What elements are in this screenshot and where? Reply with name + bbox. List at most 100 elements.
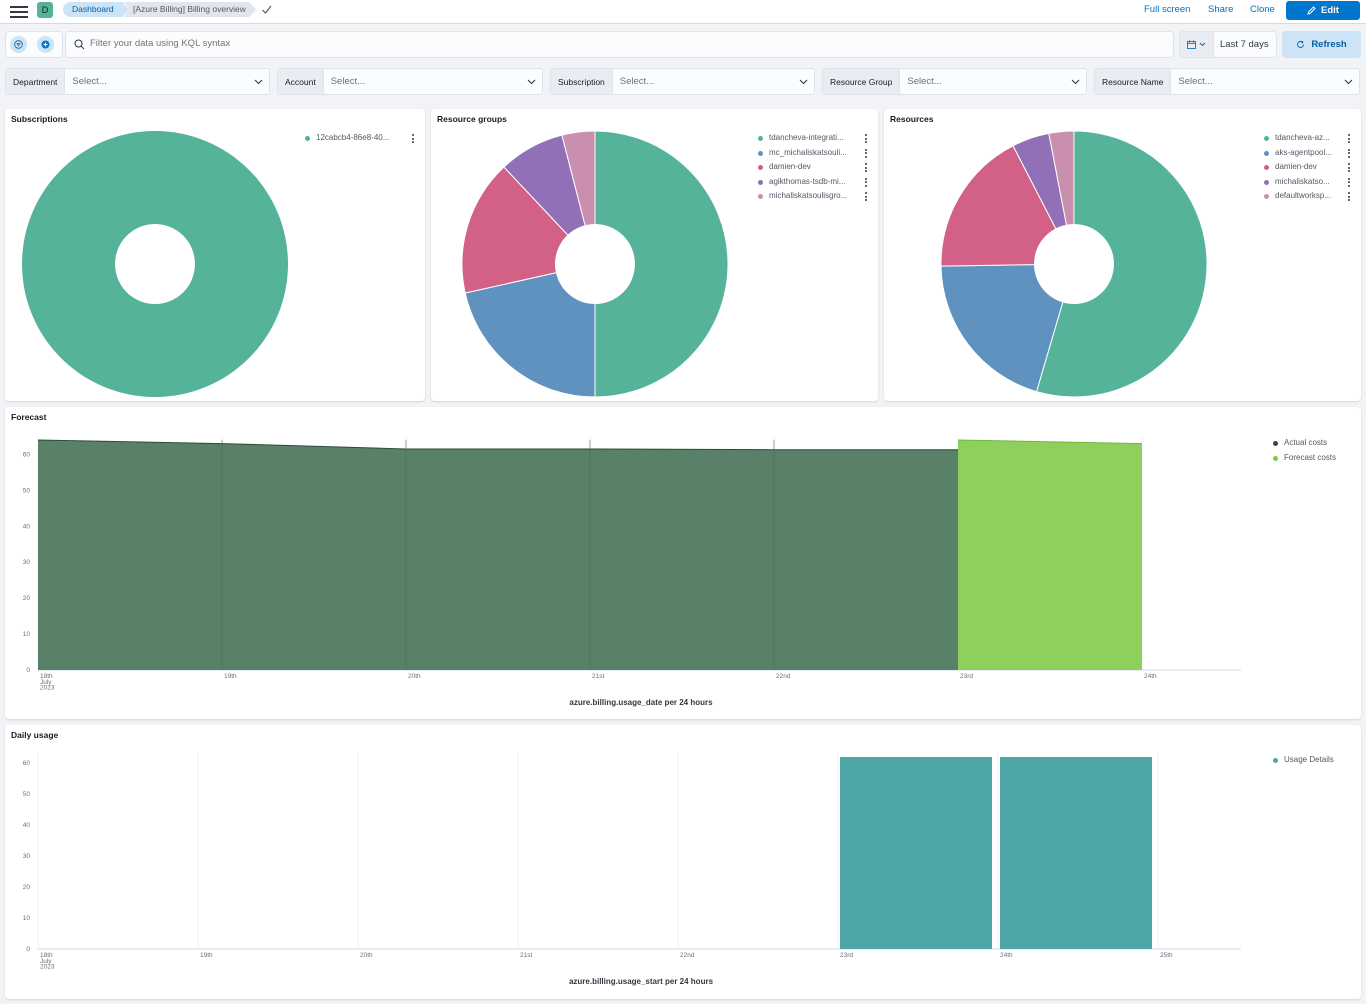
- legend-menu-icon[interactable]: [1347, 192, 1351, 201]
- legend-item[interactable]: tdancheva-az...: [1264, 131, 1350, 146]
- pie-slice: [940, 263, 1075, 393]
- edit-button[interactable]: Edit: [1286, 1, 1360, 20]
- legend-dot: [1264, 136, 1269, 141]
- checkmark-icon: [262, 5, 272, 14]
- legend-menu-icon[interactable]: [1347, 177, 1351, 187]
- legend-item[interactable]: michaliskatso...: [1264, 175, 1350, 190]
- refresh-button-label: Refresh: [1311, 39, 1347, 50]
- legend-dot: [758, 165, 763, 170]
- legend-menu-icon[interactable]: [411, 134, 415, 143]
- legend-dot: [1264, 165, 1269, 170]
- y-tick-label: 20: [23, 884, 31, 891]
- legend-label: michaliskatso...: [1275, 176, 1330, 186]
- breadcrumb-current-dashboard: [Azure Billing] Billing overview: [124, 2, 256, 17]
- legend-menu-icon[interactable]: [864, 177, 868, 187]
- legend-menu-icon[interactable]: [864, 163, 868, 172]
- x-tick-label: 21st: [520, 952, 532, 959]
- filter-icon: [14, 40, 23, 49]
- control-label: Account: [278, 69, 324, 94]
- legend-item[interactable]: Forecast costs: [1273, 451, 1336, 466]
- legend-dot: [1264, 150, 1269, 156]
- refresh-button[interactable]: Refresh: [1282, 31, 1361, 58]
- x-tick-label: 20th: [408, 673, 421, 680]
- legend-item[interactable]: Actual costs: [1273, 436, 1336, 451]
- x-tick-label: 23rd: [840, 952, 853, 959]
- y-tick-label: 20: [23, 595, 31, 602]
- daily-usage-bar-chart: 0 10 20 30 40 50 60 18th 19th 20th 21st 22nd 23rd 24t…: [23, 753, 1241, 986]
- x-axis-title: azure.billing.usage_start per 24 hours: [569, 977, 714, 986]
- full-screen-link[interactable]: Full screen: [1144, 4, 1191, 15]
- legend-item[interactable]: tdancheva-integrati...: [758, 131, 867, 146]
- legend-menu-icon[interactable]: [864, 134, 868, 143]
- legend-label: Actual costs: [1284, 438, 1328, 447]
- x-tick-label: 19th: [200, 952, 213, 959]
- legend-item[interactable]: 12cabcb4-86e8-40...: [305, 131, 414, 146]
- time-range-label[interactable]: Last 7 days: [1220, 39, 1269, 50]
- quick-date-menu-button[interactable]: [1180, 32, 1214, 57]
- donut-hole: [1034, 224, 1114, 304]
- y-tick-label: 30: [23, 559, 31, 566]
- y-tick-label: 60: [23, 451, 31, 458]
- area-series-fill: [958, 440, 1142, 670]
- kql-search-input[interactable]: [90, 38, 1160, 49]
- y-tick-label: 30: [23, 853, 31, 860]
- control-account[interactable]: Account Select...: [277, 68, 543, 95]
- control-select-value: Select...: [907, 76, 942, 87]
- control-label: Resource Name: [1095, 69, 1172, 94]
- legend-item[interactable]: defaultworksp...: [1264, 189, 1350, 204]
- edit-button-label: Edit: [1321, 5, 1339, 16]
- top-header: D Dashboard [Azure Billing] Billing over…: [0, 0, 1366, 24]
- legend-item[interactable]: Usage Details: [1273, 753, 1334, 768]
- resource-groups-legend: tdancheva-integrati... mc_michaliskatsou…: [758, 131, 867, 204]
- share-link[interactable]: Share: [1208, 4, 1234, 15]
- refresh-icon: [1297, 40, 1305, 48]
- control-label: Resource Group: [823, 69, 901, 94]
- legend-menu-icon[interactable]: [864, 192, 868, 201]
- legend-item[interactable]: michaliskatsoulisgro...: [758, 189, 867, 204]
- add-filter-button[interactable]: [37, 36, 54, 53]
- control-select-value: Select...: [1178, 76, 1213, 87]
- chevron-down-icon: [254, 79, 263, 84]
- donut-hole: [115, 224, 195, 304]
- legend-dot: [758, 150, 763, 156]
- y-tick-label: 50: [23, 791, 31, 798]
- forecast-area-chart: 0 10 20 30 40 50 60 18th 19th 20th 21st 22nd 23rd 24t…: [23, 436, 1241, 707]
- x-tick-sublabel: 2023: [40, 964, 55, 971]
- legend-item[interactable]: damien-dev: [1264, 160, 1350, 175]
- legend-item[interactable]: damien-dev: [758, 160, 867, 175]
- donut-hole: [555, 224, 635, 304]
- y-tick-label: 10: [23, 631, 31, 638]
- filter-menu-button[interactable]: [10, 36, 27, 53]
- legend-label: damien-dev: [1275, 162, 1317, 171]
- x-tick-label: 22nd: [680, 952, 695, 959]
- clone-link[interactable]: Clone: [1250, 4, 1275, 15]
- control-department[interactable]: Department Select...: [5, 68, 270, 95]
- legend-menu-icon[interactable]: [864, 148, 868, 158]
- breadcrumb-dashboard[interactable]: Dashboard: [63, 2, 129, 17]
- legend-menu-icon[interactable]: [1347, 163, 1351, 172]
- area-series-line: [957, 439, 1143, 445]
- hamburger-menu-icon[interactable]: [10, 3, 28, 19]
- legend-item[interactable]: mc_michaliskatsouli...: [758, 146, 867, 161]
- daily-usage-panel: Daily usage 0 10 20 30 40 50 60 18th 19th 20th 21s…: [5, 725, 1361, 999]
- forecast-legend: Actual costs Forecast costs: [1273, 436, 1336, 465]
- legend-item[interactable]: agikthomas-tsdb-mi...: [758, 175, 867, 190]
- area-series-fill: [38, 440, 958, 670]
- legend-menu-icon[interactable]: [1347, 148, 1351, 158]
- y-tick-label: 0: [26, 946, 30, 953]
- control-subscription[interactable]: Subscription Select...: [550, 68, 815, 95]
- bar: [1000, 757, 1152, 949]
- legend-dot: [1264, 179, 1269, 185]
- chevron-down-icon: [1071, 79, 1080, 84]
- space-avatar[interactable]: D: [37, 2, 53, 18]
- x-tick-sublabel: 2023: [40, 685, 55, 692]
- daily-usage-legend: Usage Details: [1273, 753, 1334, 768]
- legend-dot: [758, 179, 763, 185]
- legend-menu-icon[interactable]: [1347, 134, 1351, 143]
- resource-groups-pie-chart: [461, 130, 729, 398]
- x-axis-title: azure.billing.usage_date per 24 hours: [569, 698, 713, 707]
- pie-slice: [464, 263, 596, 398]
- legend-item[interactable]: aks-agentpool...: [1264, 146, 1350, 161]
- control-resource-name[interactable]: Resource Name Select...: [1094, 68, 1360, 95]
- control-resource-group[interactable]: Resource Group Select...: [822, 68, 1087, 95]
